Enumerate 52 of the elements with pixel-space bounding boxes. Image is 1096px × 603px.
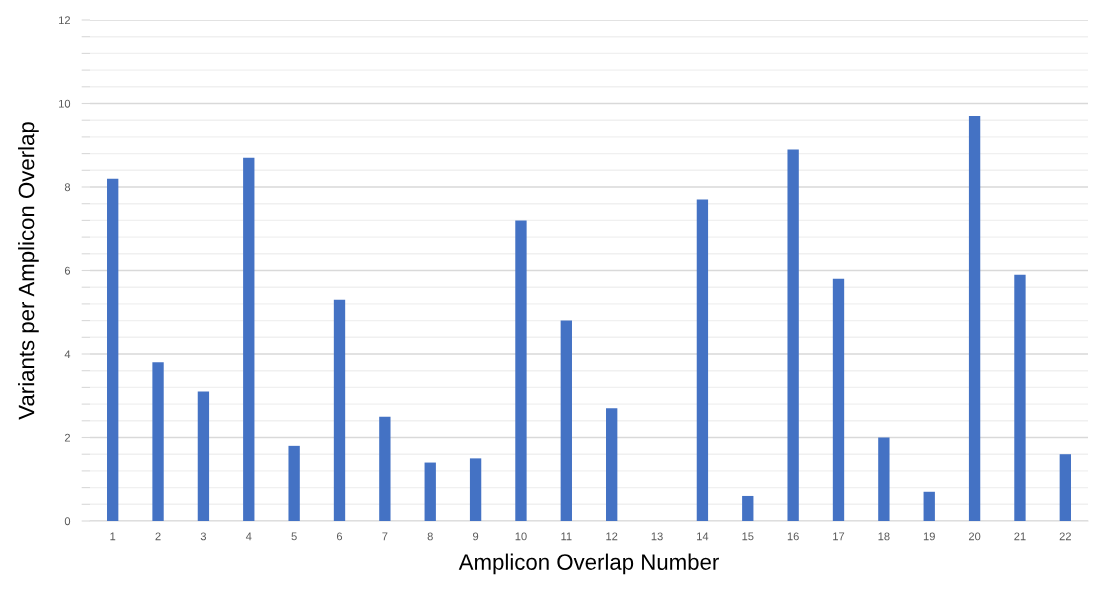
y-tick-label: 6 [64,266,71,275]
x-tick-label: 19 [923,532,935,541]
bar [243,157,255,521]
bar [968,116,981,521]
bar [696,199,709,521]
bar [923,491,935,521]
x-tick-label: 21 [1014,532,1026,541]
x-tick-label: 9 [473,532,479,541]
bar [560,320,572,521]
bar [832,278,845,521]
y-tick-label: 10 [59,99,71,108]
y-tick-label: 0 [64,517,71,526]
y-tick-label: 4 [64,350,71,359]
bar [469,458,482,521]
x-tick-label: 18 [878,532,890,541]
x-tick-label: 16 [787,532,799,541]
bar [878,437,890,521]
x-tick-label: 3 [200,532,207,541]
x-tick-label: 12 [606,532,618,541]
x-tick-label: 2 [155,532,161,541]
bar [424,462,436,521]
bar [1059,454,1071,521]
y-tick-label: 8 [64,183,71,192]
x-tick-label: 7 [382,532,388,541]
bar [742,495,754,521]
bar [1014,274,1026,521]
x-tick-label: 15 [742,532,754,541]
x-axis-title: Amplicon Overlap Number [458,553,719,575]
bar [379,416,391,521]
bar [333,299,346,521]
bar [107,178,119,521]
bar [197,391,210,521]
x-tick-label: 6 [336,532,343,541]
x-tick-label: 4 [245,532,252,541]
bar [606,408,618,521]
x-tick-label: 20 [968,532,981,541]
x-tick-label: 11 [561,532,572,541]
x-tick-label: 8 [427,532,433,541]
bar [288,445,300,521]
x-tick-label: 17 [833,532,845,541]
x-tick-label: 10 [515,532,527,541]
bar [152,362,164,521]
y-tick-label: 2 [64,433,70,442]
x-tick-label: 14 [697,532,709,541]
bar [787,149,799,521]
x-tick-label: 1 [110,532,116,541]
x-tick-label: 22 [1059,532,1071,541]
x-tick-label: 13 [651,532,663,541]
bar [515,220,527,521]
y-axis-title: Variants per Amplicon Overlap [18,122,39,420]
y-tick-label: 12 [59,16,70,25]
x-tick-label: 5 [291,532,297,541]
